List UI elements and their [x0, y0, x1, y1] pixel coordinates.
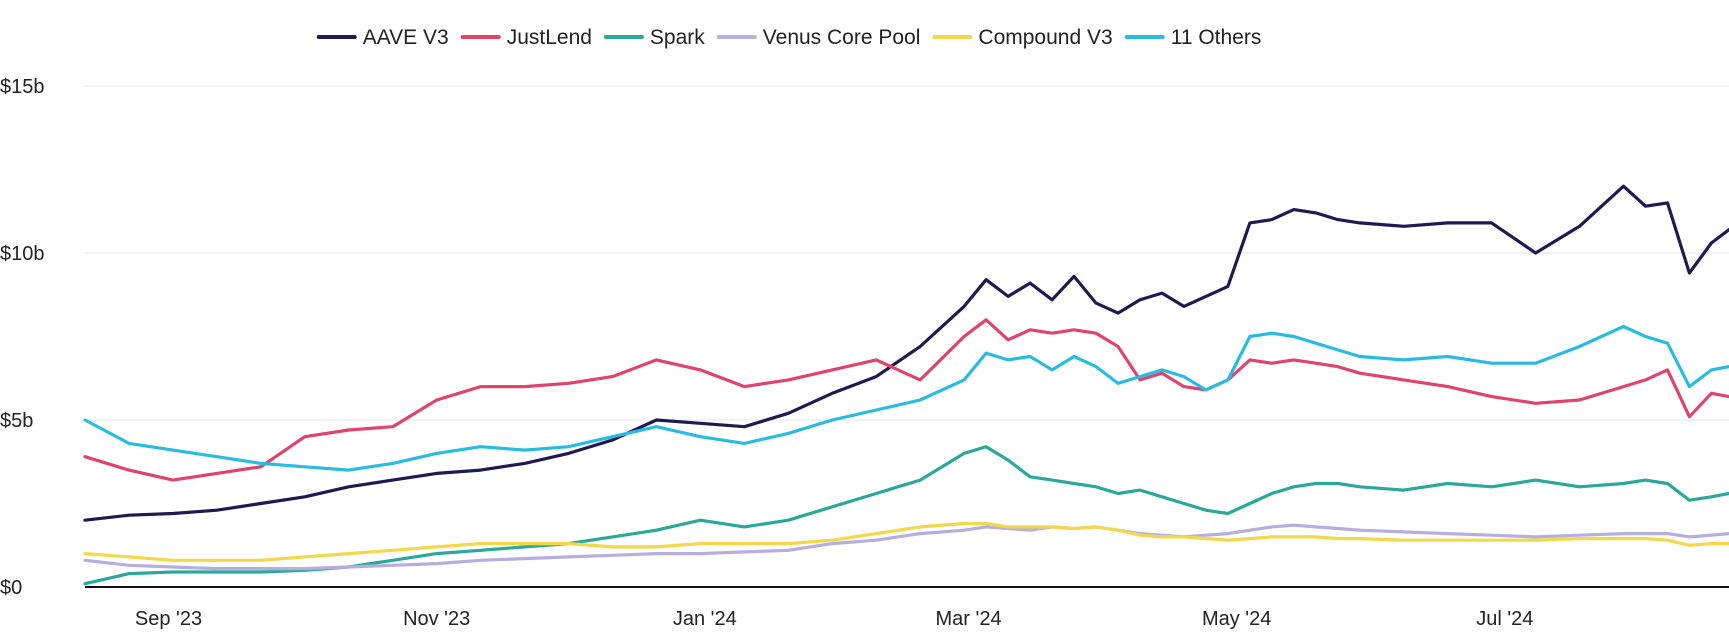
- y-tick-label: $15b: [0, 76, 45, 98]
- legend-item: Compound V3: [932, 26, 1113, 49]
- axes: $0 $5b $10b $15b Sep '23 Nov '23 Jan '24 Mar '2…: [0, 76, 1729, 630]
- series-line-11-others: [83, 324, 1729, 472]
- x-tick-label: May '24: [1202, 608, 1271, 630]
- legend-item: AAVE V3: [316, 26, 449, 49]
- y-tick-label: $10b: [0, 243, 45, 265]
- legend-item: JustLend: [460, 26, 592, 49]
- series-line-venus-core-pool: [83, 523, 1729, 571]
- x-tick-label: Nov '23: [403, 608, 470, 630]
- series-line-justlend: [83, 318, 1729, 482]
- legend-item: Venus Core Pool: [716, 26, 921, 49]
- legend-label: Compound V3: [978, 26, 1112, 49]
- series-line-compound-v3: [83, 521, 1729, 562]
- grid: [85, 85, 1729, 421]
- legend-label: Venus Core Pool: [763, 26, 921, 49]
- series-line-aave-v3: [83, 184, 1729, 522]
- y-tick-label: $0: [0, 577, 22, 599]
- x-tick-label: Sep '23: [135, 608, 202, 630]
- y-tick-label: $5b: [0, 410, 33, 432]
- legend-item: Spark: [603, 26, 705, 49]
- legend-label: Spark: [650, 26, 705, 49]
- x-tick-label: Jan '24: [673, 608, 737, 630]
- legend: AAVE V3 JustLend Spark Venus Core Pool Compo…: [316, 26, 1262, 49]
- legend-label: JustLend: [507, 26, 592, 49]
- legend-label: 11 Others: [1171, 26, 1262, 49]
- legend-label: AAVE V3: [363, 26, 449, 49]
- series-lines: [83, 184, 1729, 586]
- x-tick-label: Jul '24: [1476, 608, 1533, 630]
- series-line-spark: [83, 445, 1729, 586]
- x-tick-label: Mar '24: [936, 608, 1002, 630]
- legend-item: 11 Others: [1124, 26, 1262, 49]
